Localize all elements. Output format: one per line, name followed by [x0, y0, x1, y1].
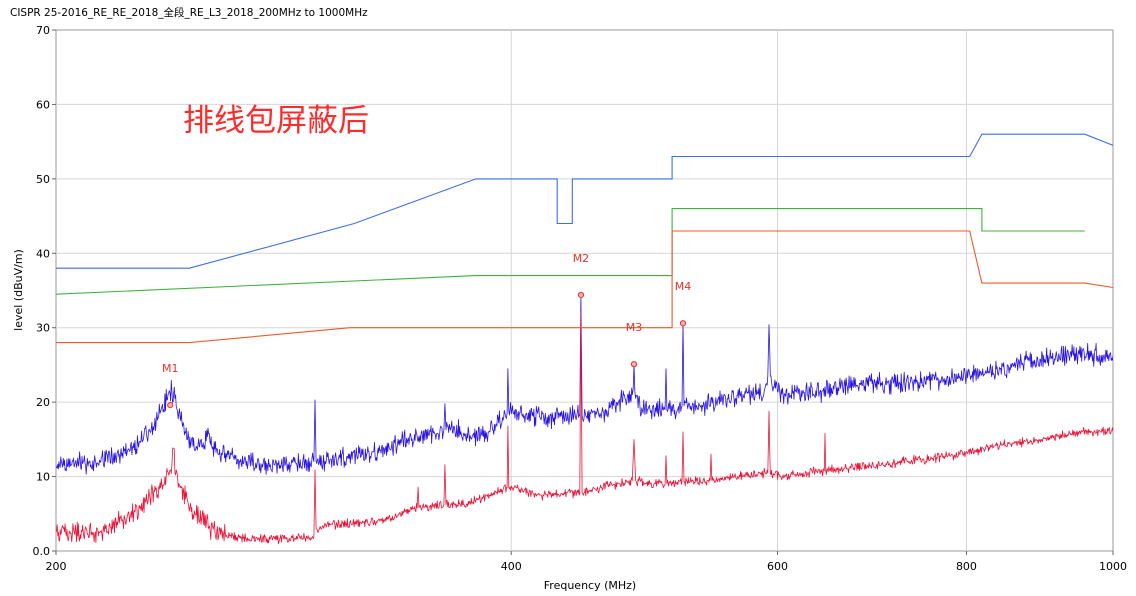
trace-2 [56, 312, 1113, 545]
marker-label: M4 [675, 280, 692, 293]
limit-lines [56, 133, 1113, 344]
gridlines [56, 30, 1113, 551]
x-axis-label: Frequency (MHz) [544, 579, 636, 592]
marker-label: M3 [626, 321, 643, 334]
annotation-text: 排线包屏蔽后 [183, 103, 369, 139]
x-tick-label: 600 [767, 560, 788, 573]
x-tick-label: 400 [501, 560, 522, 573]
limit-line-3 [56, 230, 1113, 344]
x-tick-label: 200 [46, 560, 67, 573]
y-tick-label: 70 [36, 24, 50, 37]
x-tick-label: 1000 [1099, 560, 1127, 573]
y-tick-label: 10 [36, 471, 50, 484]
measurement-traces [56, 294, 1113, 545]
marker-label: M1 [162, 362, 179, 375]
marker-point-m4 [679, 320, 687, 327]
y-tick-label: 20 [36, 396, 50, 409]
x-tick-label: 800 [956, 560, 977, 573]
limit-line-1 [56, 133, 1113, 269]
markers: M1 M2 M3 M4 [162, 252, 692, 409]
marker-point-m3 [630, 361, 638, 368]
trace-1 [56, 294, 1113, 475]
chart-title: CISPR 25-2016_RE_RE_2018_全段_RE_L3_2018_2… [10, 6, 368, 19]
y-tick-label: 40 [36, 247, 50, 260]
axis-ticks: 0.0 10 20 30 40 50 60 70 200 400 600 800 1000 [33, 24, 1128, 573]
marker-point-m2 [577, 291, 585, 299]
y-tick-label: 30 [36, 322, 50, 335]
y-tick-label: 50 [36, 173, 50, 186]
marker-label: M2 [573, 252, 590, 265]
limit-line-2 [56, 208, 1085, 295]
y-tick-label: 0.0 [33, 545, 51, 558]
y-axis-label: level (dBuV/m) [12, 249, 25, 331]
plot-area [55, 29, 1114, 552]
y-tick-label: 60 [36, 98, 50, 111]
marker-point-m1 [167, 402, 174, 409]
